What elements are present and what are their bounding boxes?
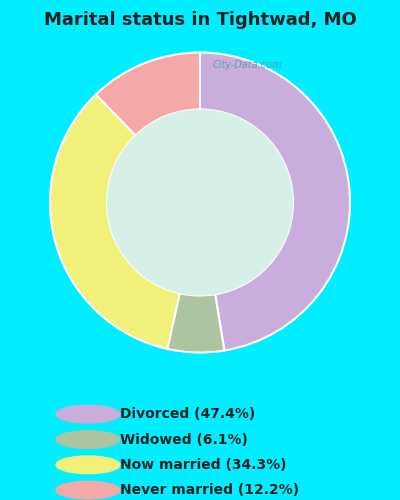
Circle shape bbox=[56, 482, 120, 499]
Circle shape bbox=[107, 110, 293, 296]
Text: Widowed (6.1%): Widowed (6.1%) bbox=[120, 432, 248, 446]
Text: Now married (34.3%): Now married (34.3%) bbox=[120, 458, 286, 472]
Circle shape bbox=[56, 456, 120, 473]
Wedge shape bbox=[200, 52, 350, 350]
Circle shape bbox=[56, 406, 120, 423]
Text: City-Data.com: City-Data.com bbox=[213, 60, 282, 70]
Wedge shape bbox=[50, 94, 180, 349]
Circle shape bbox=[56, 430, 120, 448]
Wedge shape bbox=[96, 52, 200, 136]
Text: Divorced (47.4%): Divorced (47.4%) bbox=[120, 407, 255, 421]
Wedge shape bbox=[167, 294, 224, 352]
Text: Never married (12.2%): Never married (12.2%) bbox=[120, 483, 299, 497]
Text: Marital status in Tightwad, MO: Marital status in Tightwad, MO bbox=[44, 11, 356, 29]
